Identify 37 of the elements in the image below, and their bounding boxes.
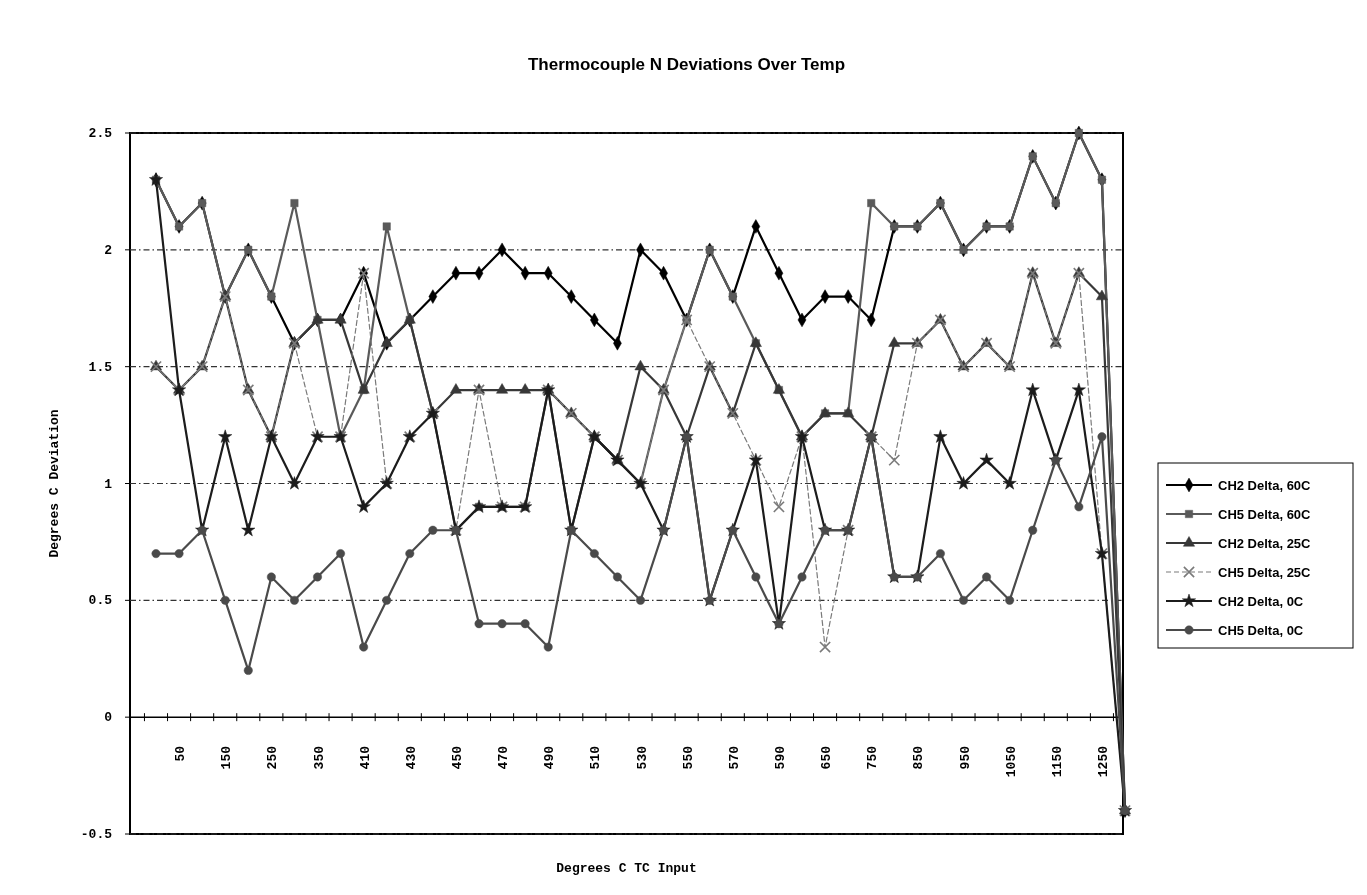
- x-tick-label: 150: [219, 745, 235, 770]
- y-tick-label: 2: [104, 242, 113, 258]
- x-tick-label: 950: [957, 745, 973, 770]
- legend-label: CH5 Delta, 60C: [1218, 507, 1312, 522]
- y-tick-label: 2.5: [88, 126, 113, 141]
- x-tick-label: 1250: [1095, 745, 1111, 778]
- x-tick-label: 570: [726, 745, 742, 770]
- legend-label: CH2 Delta, 0C: [1218, 594, 1304, 609]
- legend-label: CH5 Delta, 0C: [1218, 623, 1304, 638]
- x-tick-label: 430: [403, 745, 419, 770]
- x-tick-label: 590: [772, 745, 788, 770]
- x-tick-label: 750: [865, 745, 881, 770]
- y-tick-label: 0: [104, 710, 113, 726]
- y-tick-label: 0.5: [88, 593, 113, 609]
- legend-label: CH2 Delta, 25C: [1218, 536, 1312, 551]
- x-tick-label: 450: [449, 745, 465, 770]
- x-tick-label: 470: [496, 745, 512, 770]
- x-tick-label: 510: [588, 745, 604, 770]
- x-tick-label: 50: [173, 745, 189, 762]
- y-tick-label: 1.5: [88, 359, 113, 375]
- legend-label: CH5 Delta, 25C: [1218, 565, 1312, 580]
- x-tick-label: 350: [311, 745, 327, 770]
- y-axis-title: Degrees C Deviation: [47, 409, 62, 558]
- x-tick-label: 530: [634, 745, 650, 770]
- x-tick-label: 650: [819, 745, 835, 770]
- x-tick-label: 250: [265, 745, 281, 770]
- y-tick-label: 1: [104, 476, 113, 492]
- x-tick-label: 1150: [1049, 745, 1065, 778]
- x-tick-label: 490: [542, 745, 558, 770]
- x-tick-label: 550: [680, 745, 696, 770]
- chart-title: Thermocouple N Deviations Over Temp: [527, 55, 846, 74]
- x-tick-label: 850: [911, 745, 927, 770]
- x-axis-title: Degrees C TC Input: [556, 861, 697, 876]
- x-tick-label: 410: [357, 745, 373, 770]
- legend-label: CH2 Delta, 60C: [1218, 478, 1312, 493]
- y-tick-label: -0.5: [80, 827, 113, 842]
- x-tick-label: 1050: [1003, 745, 1019, 778]
